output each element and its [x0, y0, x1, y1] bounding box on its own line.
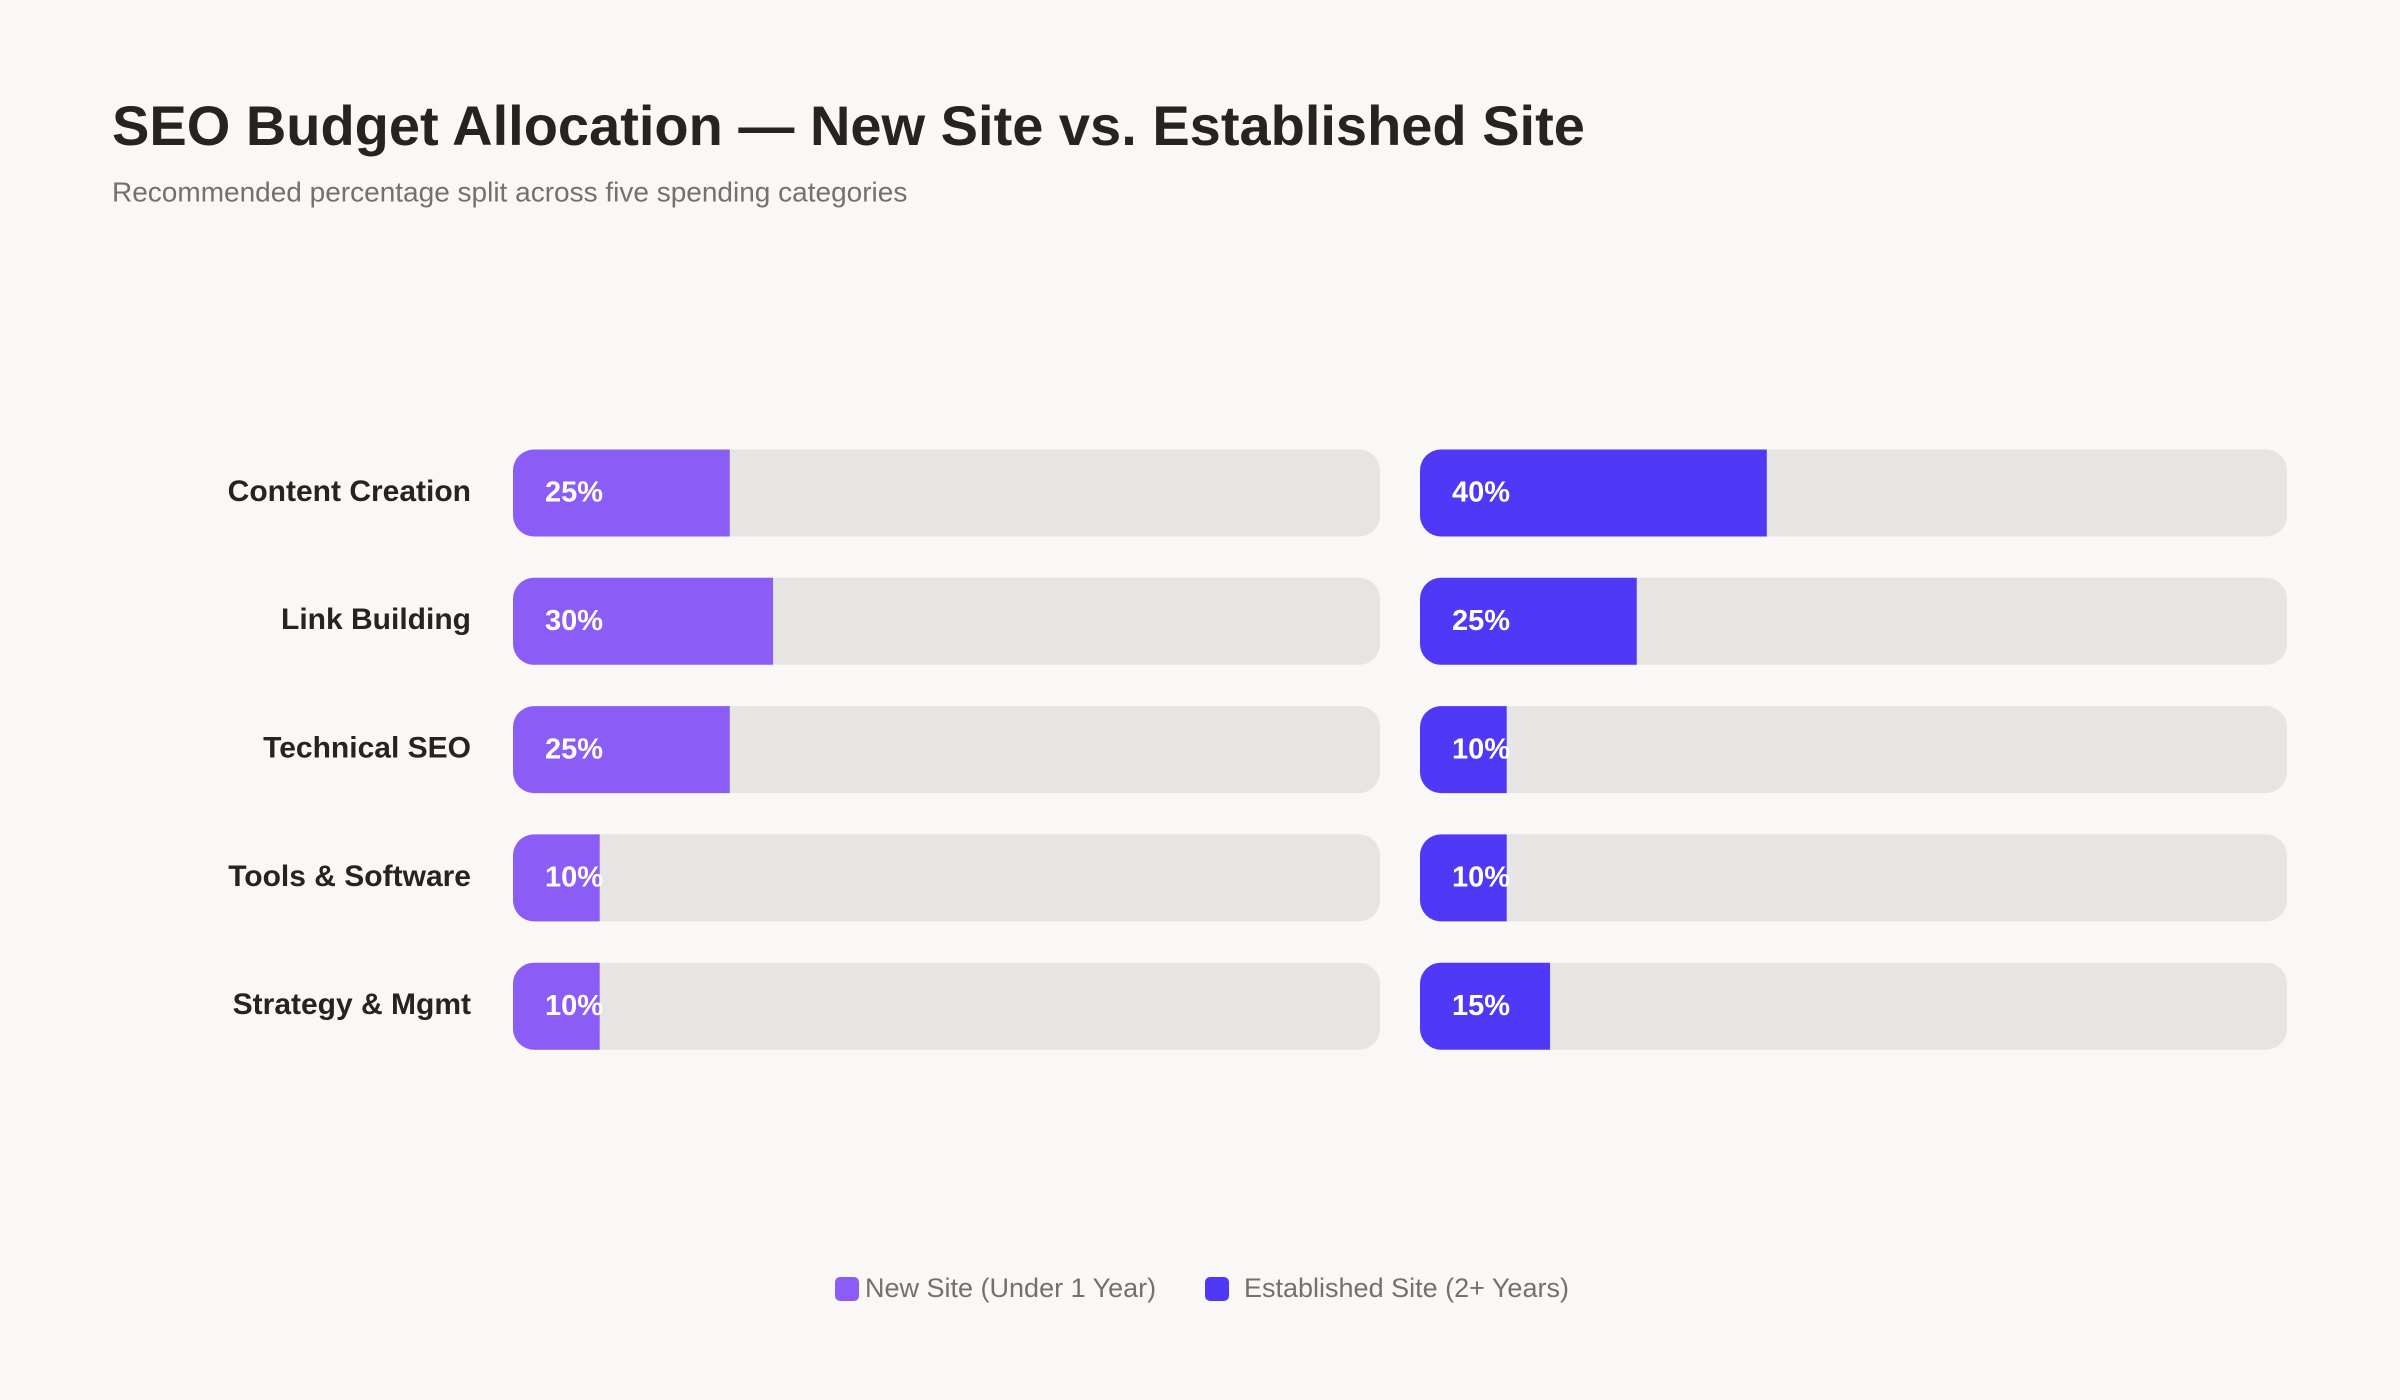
category-label: Tools & Software — [228, 860, 471, 893]
value-label: 10% — [1452, 733, 1510, 765]
legend-swatch — [1205, 1277, 1229, 1301]
bar — [513, 834, 600, 922]
value-label: 25% — [545, 733, 603, 765]
value-label: 10% — [545, 862, 603, 894]
bar-track — [513, 962, 1380, 1050]
chart-subtitle: Recommended percentage split across five… — [112, 176, 907, 207]
legend-label: New Site (Under 1 Year) — [865, 1273, 1156, 1303]
chart-title: SEO Budget Allocation — New Site vs. Est… — [112, 94, 1585, 157]
category-label: Strategy & Mgmt — [233, 988, 471, 1021]
bar — [513, 706, 730, 794]
bar-track — [1420, 706, 2287, 794]
legend-label: Established Site (2+ Years) — [1244, 1273, 1569, 1303]
value-label: 15% — [1452, 990, 1510, 1022]
bar — [513, 962, 600, 1050]
value-label: 30% — [545, 605, 603, 637]
bar — [1420, 834, 1507, 922]
bar-track — [1420, 834, 2287, 922]
legend-swatch — [835, 1277, 859, 1301]
bar — [513, 577, 774, 665]
bar — [1420, 706, 1507, 794]
bar — [1420, 962, 1551, 1050]
category-label: Content Creation — [228, 475, 471, 508]
category-label: Technical SEO — [263, 732, 471, 765]
value-label: 40% — [1452, 477, 1510, 509]
bar — [1420, 449, 1767, 537]
value-label: 25% — [545, 477, 603, 509]
bar-track — [1420, 962, 2287, 1050]
value-label: 10% — [1452, 862, 1510, 894]
category-label: Link Building — [281, 603, 471, 636]
value-label: 25% — [1452, 605, 1510, 637]
bar — [1420, 577, 1637, 665]
bar — [513, 449, 730, 537]
value-label: 10% — [545, 990, 603, 1022]
bar-track — [513, 834, 1380, 922]
